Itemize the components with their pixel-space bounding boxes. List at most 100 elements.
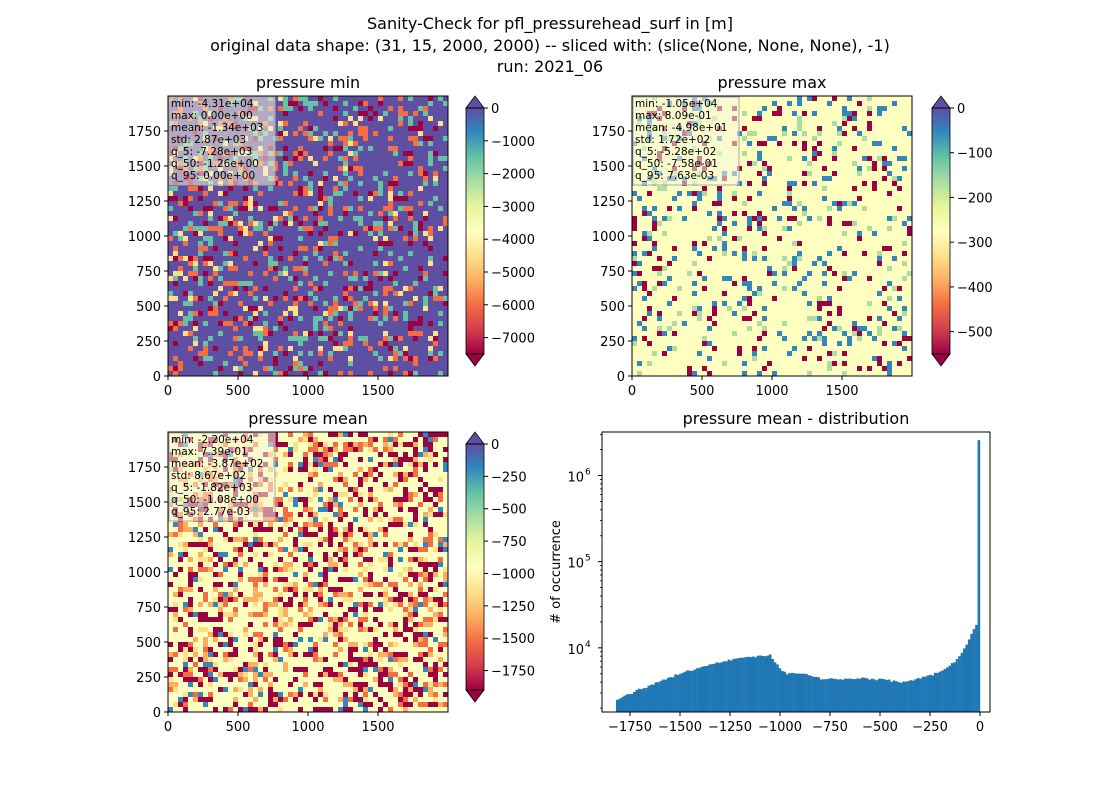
heatmap-cell <box>353 361 359 367</box>
heatmap-cell <box>343 256 349 262</box>
heatmap-cell <box>632 231 638 237</box>
heatmap-cell <box>662 346 668 352</box>
heatmap-cell <box>288 331 294 337</box>
heatmap-cell <box>418 276 424 282</box>
heatmap-cell <box>293 186 299 192</box>
heatmap-cell <box>368 121 374 127</box>
heatmap-cell <box>193 216 199 222</box>
heatmap-cell <box>443 356 449 362</box>
heatmap-cell <box>782 166 788 172</box>
heatmap-cell <box>742 171 748 177</box>
heatmap-cell <box>722 316 728 322</box>
heatmap-cell <box>308 346 314 352</box>
heatmap-cell <box>423 316 429 322</box>
heatmap-cell <box>747 296 753 302</box>
heatmap-cell <box>198 326 204 332</box>
heatmap-cell <box>777 331 783 337</box>
heatmap-cell <box>408 361 414 367</box>
heatmap-cell <box>712 196 718 202</box>
heatmap-cell <box>243 286 249 292</box>
heatmap-cell <box>388 161 394 167</box>
heatmap-cell <box>288 341 294 347</box>
heatmap-cell <box>672 216 678 222</box>
heatmap-cell <box>178 301 184 307</box>
heatmap-cell <box>687 361 693 367</box>
heatmap-cell <box>248 361 254 367</box>
heatmap-cell <box>318 336 324 342</box>
heatmap-cell <box>767 291 773 297</box>
heatmap-cell <box>787 106 793 112</box>
heatmap-cell <box>737 366 743 372</box>
heatmap-cell <box>388 141 394 147</box>
heatmap-cell <box>368 226 374 232</box>
heatmap-cell <box>712 296 718 302</box>
heatmap-cell <box>742 271 748 277</box>
heatmap-cell <box>213 311 219 317</box>
heatmap-cell <box>358 231 364 237</box>
heatmap-cell <box>353 161 359 167</box>
heatmap-cell <box>732 336 738 342</box>
heatmap-cell <box>378 351 384 357</box>
heatmap-cell <box>333 126 339 132</box>
heatmap-cell <box>173 186 179 192</box>
heatmap-cell <box>383 121 389 127</box>
heatmap-cell <box>742 161 748 167</box>
heatmap-cell <box>173 336 179 342</box>
heatmap-cell <box>188 346 194 352</box>
heatmap-cell <box>203 241 209 247</box>
heatmap-cell <box>403 286 409 292</box>
heatmap-cell <box>403 151 409 157</box>
heatmap-cell <box>388 266 394 272</box>
heatmap-cell <box>717 266 723 272</box>
heatmap-cell <box>687 316 693 322</box>
heatmap-cell <box>278 226 284 232</box>
heatmap-cell <box>413 121 419 127</box>
heatmap-cell <box>288 171 294 177</box>
heatmap-cell <box>433 181 439 187</box>
heatmap-cell <box>787 141 793 147</box>
heatmap-cell <box>722 351 728 357</box>
heatmap-cell <box>193 231 199 237</box>
heatmap-cell <box>657 311 663 317</box>
heatmap-cell <box>243 221 249 227</box>
heatmap-cell <box>248 251 254 257</box>
heatmap-cell <box>428 236 434 242</box>
heatmap-cell <box>328 331 334 337</box>
heatmap-cell <box>737 361 743 367</box>
heatmap-cell <box>338 111 344 117</box>
heatmap-cell <box>398 311 404 317</box>
heatmap-cell <box>318 261 324 267</box>
heatmap-cell <box>757 351 763 357</box>
heatmap-cell <box>283 221 289 227</box>
heatmap-cell <box>662 236 668 242</box>
heatmap-cell <box>263 346 269 352</box>
heatmap-cell <box>702 271 708 277</box>
heatmap-cell <box>423 216 429 222</box>
heatmap-cell <box>343 161 349 167</box>
heatmap-cell <box>273 166 279 172</box>
heatmap-cell <box>697 291 703 297</box>
heatmap-cell <box>298 136 304 142</box>
heatmap-cell <box>183 301 189 307</box>
heatmap-cell <box>243 311 249 317</box>
heatmap-cell <box>632 211 638 217</box>
heatmap-cell <box>433 116 439 122</box>
heatmap-cell <box>767 146 773 152</box>
heatmap-cell <box>283 176 289 182</box>
heatmap-cell <box>687 281 693 287</box>
heatmap-cell <box>233 346 239 352</box>
heatmap-cell <box>313 281 319 287</box>
heatmap-cell <box>363 176 369 182</box>
heatmap-cell <box>403 296 409 302</box>
heatmap-cell <box>443 311 449 317</box>
heatmap-cell <box>388 336 394 342</box>
heatmap-cell <box>188 266 194 272</box>
heatmap-cell <box>313 211 319 217</box>
heatmap-cell <box>178 321 184 327</box>
heatmap-cell <box>338 226 344 232</box>
heatmap-cell <box>662 261 668 267</box>
heatmap-cell <box>717 236 723 242</box>
heatmap-cell <box>363 291 369 297</box>
heatmap-cell <box>303 316 309 322</box>
heatmap-cell <box>248 306 254 312</box>
